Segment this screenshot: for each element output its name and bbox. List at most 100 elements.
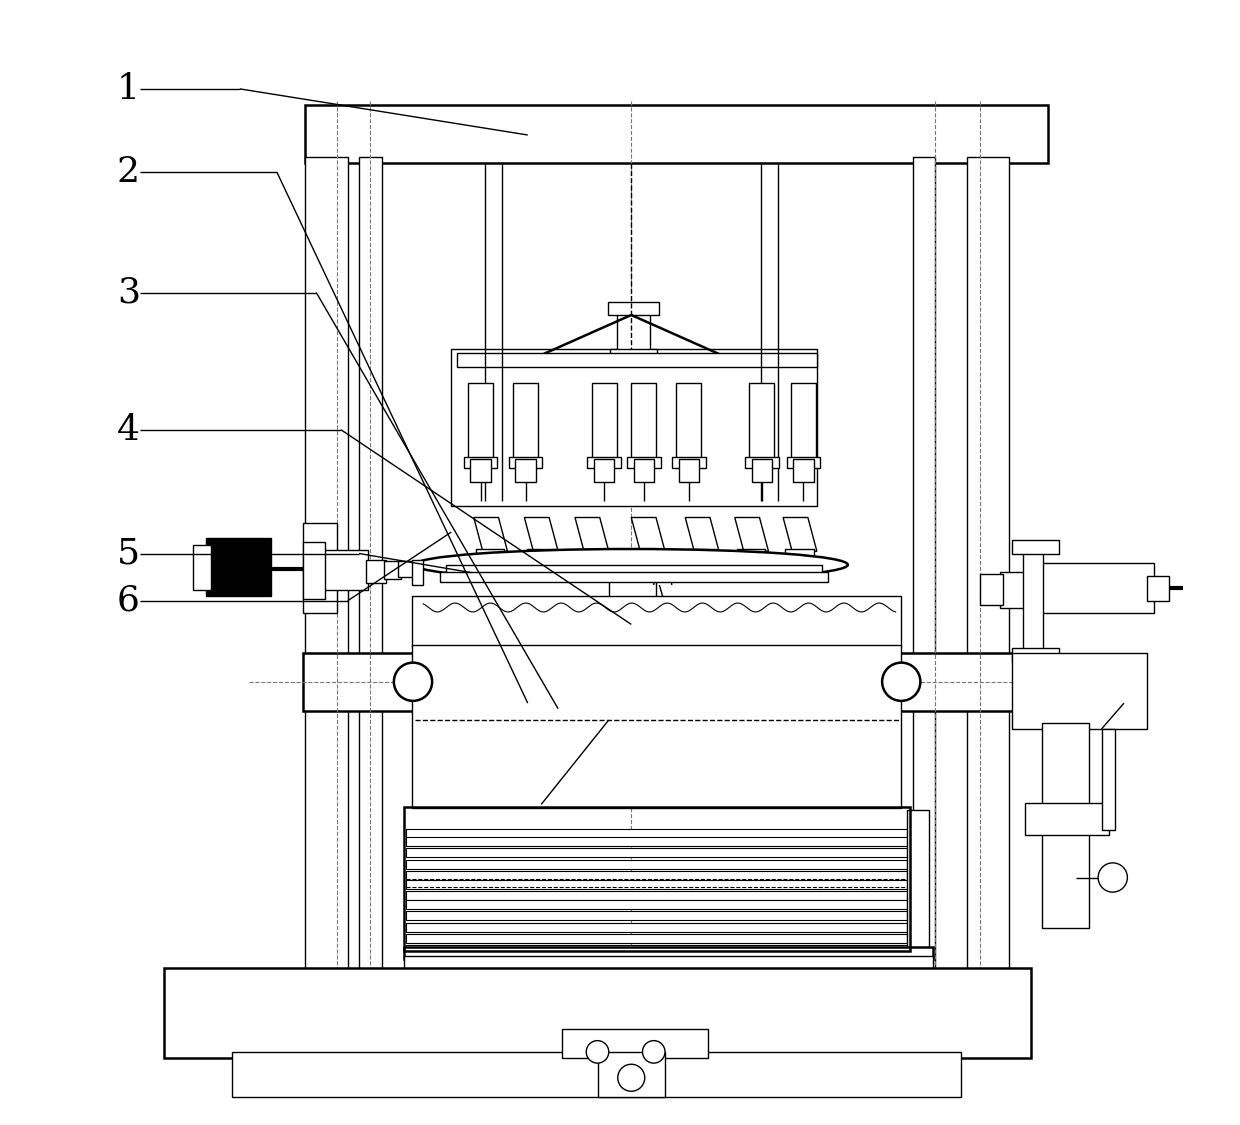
Bar [407, 837, 906, 846]
Polygon shape [631, 518, 665, 551]
Bar [966, 158, 1009, 1052]
Bar [407, 891, 906, 900]
Polygon shape [474, 518, 507, 551]
Bar [594, 459, 614, 481]
Bar [913, 158, 935, 1052]
Bar [206, 538, 272, 596]
Bar [794, 459, 813, 481]
Bar [476, 549, 505, 562]
Bar [404, 947, 932, 958]
Polygon shape [735, 518, 769, 551]
Bar [1012, 652, 1147, 729]
Bar [1025, 803, 1110, 835]
Bar [598, 1052, 665, 1097]
Bar [508, 457, 542, 468]
Bar [404, 807, 910, 951]
Bar [407, 934, 906, 943]
Bar [360, 158, 382, 1052]
Bar [608, 302, 660, 315]
Bar [165, 968, 1030, 1058]
Bar [464, 457, 497, 468]
Bar [412, 560, 423, 585]
Bar [980, 574, 1002, 605]
Bar [527, 549, 554, 562]
Bar [591, 382, 616, 461]
Bar [470, 459, 491, 481]
Bar [634, 549, 662, 562]
Bar [1037, 562, 1154, 613]
Bar [609, 576, 656, 711]
Bar [672, 457, 706, 468]
Bar [407, 900, 906, 909]
Bar [303, 542, 325, 598]
Bar [626, 457, 661, 468]
Bar [906, 810, 929, 954]
Bar [398, 561, 415, 577]
Bar [631, 382, 656, 461]
Bar [676, 382, 701, 461]
Bar [513, 382, 538, 461]
Polygon shape [525, 518, 558, 551]
Bar [737, 549, 765, 562]
Bar [440, 572, 828, 582]
Bar [407, 880, 906, 889]
Bar [1012, 540, 1059, 554]
Bar [305, 105, 1048, 163]
Circle shape [618, 1064, 645, 1091]
Bar [308, 544, 321, 596]
Bar [407, 945, 906, 954]
Bar [407, 848, 906, 857]
Bar [751, 459, 771, 481]
Circle shape [882, 663, 920, 701]
Bar [404, 956, 932, 970]
Bar [786, 457, 820, 468]
Bar [303, 523, 336, 613]
Bar [407, 829, 906, 838]
Bar [192, 544, 211, 590]
Bar [232, 1052, 961, 1097]
Polygon shape [686, 518, 719, 551]
Bar [785, 549, 813, 562]
Bar [678, 459, 699, 481]
Bar [578, 549, 605, 562]
Bar [1101, 729, 1115, 830]
Bar [1012, 648, 1059, 662]
Bar [445, 565, 822, 574]
Circle shape [394, 663, 432, 701]
Bar [610, 349, 657, 362]
Bar [456, 353, 817, 367]
Bar [305, 158, 347, 1052]
Bar [749, 382, 774, 461]
Text: 6: 6 [117, 584, 140, 618]
Bar [616, 309, 650, 354]
Bar [469, 382, 492, 461]
Text: 4: 4 [117, 413, 140, 447]
Ellipse shape [414, 549, 848, 580]
Bar [407, 911, 906, 920]
Bar [314, 550, 368, 590]
Bar [562, 1029, 708, 1058]
Bar [745, 457, 779, 468]
Bar [303, 652, 1034, 711]
Bar [1001, 572, 1025, 608]
Bar [407, 860, 906, 868]
Bar [516, 459, 536, 481]
Bar [588, 457, 621, 468]
Text: 2: 2 [117, 155, 140, 189]
Bar [412, 596, 901, 647]
Bar [1023, 548, 1043, 655]
Bar [407, 871, 906, 880]
Circle shape [1099, 863, 1127, 892]
Bar [366, 560, 386, 583]
Bar [1042, 723, 1089, 928]
Bar [407, 922, 906, 932]
Circle shape [642, 1041, 665, 1063]
Bar [451, 349, 817, 506]
Bar [634, 459, 653, 481]
Bar [687, 549, 715, 562]
Text: 1: 1 [117, 72, 140, 106]
Polygon shape [575, 518, 609, 551]
Text: 5: 5 [117, 537, 140, 570]
Polygon shape [784, 518, 817, 551]
Bar [1147, 576, 1169, 601]
